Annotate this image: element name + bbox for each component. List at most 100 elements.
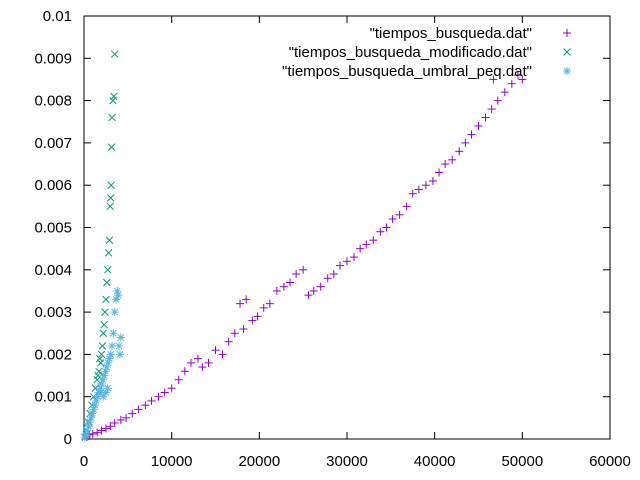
x-tick-label: 0 <box>80 453 88 470</box>
data-point <box>204 358 213 367</box>
data-point <box>154 392 163 401</box>
data-point <box>174 375 183 384</box>
data-point <box>108 113 116 122</box>
data-point <box>180 367 189 376</box>
y-tick-label: 0.007 <box>34 135 72 152</box>
data-point <box>316 282 325 291</box>
legend-entry-label: "tiempos_busqueda_umbral_peq.dat" <box>282 63 532 80</box>
data-point <box>489 75 498 84</box>
data-point <box>107 181 115 189</box>
y-tick-label: 0.009 <box>34 50 72 67</box>
data-point <box>481 113 490 122</box>
data-point <box>224 337 233 346</box>
data-point <box>97 350 106 359</box>
data-point <box>99 392 108 401</box>
data-point <box>487 105 496 114</box>
data-point <box>218 350 227 359</box>
data-point <box>299 265 308 274</box>
y-tick-label: 0 <box>64 431 72 448</box>
data-point <box>265 299 274 308</box>
data-point <box>279 282 288 291</box>
legend-marker <box>563 29 571 37</box>
data-point <box>362 240 371 249</box>
data-point <box>96 354 104 363</box>
data-point <box>441 160 450 169</box>
y-tick-label: 0.004 <box>34 262 72 279</box>
data-point <box>101 424 110 433</box>
data-point <box>87 413 96 422</box>
data-point <box>211 346 220 355</box>
data-point <box>147 396 156 405</box>
series-1-points <box>82 71 527 441</box>
data-point <box>106 350 115 359</box>
data-point <box>193 354 202 363</box>
data-point <box>106 202 115 211</box>
data-point <box>116 415 125 424</box>
data-point <box>286 278 295 287</box>
data-point <box>107 143 116 151</box>
data-point <box>323 274 332 283</box>
data-point <box>98 342 107 350</box>
x-tick-label: 50000 <box>501 453 543 470</box>
data-point <box>93 428 102 437</box>
x-axis: 0 10000 20000 30000 40000 50000 60000 <box>80 16 631 470</box>
data-point <box>103 384 112 393</box>
data-point <box>350 253 359 262</box>
data-point <box>304 291 313 300</box>
data-point <box>474 121 483 130</box>
data-point <box>248 316 257 325</box>
data-point <box>236 299 245 308</box>
y-tick-label: 0.005 <box>34 220 72 237</box>
data-point <box>198 363 207 372</box>
data-point <box>428 176 437 185</box>
x-tick-label: 30000 <box>326 453 368 470</box>
data-point <box>382 223 391 232</box>
data-point <box>329 270 338 279</box>
data-point <box>421 181 430 190</box>
legend-marker <box>563 48 571 56</box>
data-point <box>134 405 143 414</box>
series-3-points <box>80 286 125 442</box>
data-point <box>408 189 417 198</box>
data-point <box>109 329 118 338</box>
data-point <box>88 429 97 438</box>
data-point <box>99 329 108 338</box>
data-point <box>100 321 108 329</box>
data-point <box>105 236 114 244</box>
x-tick-label: 60000 <box>589 453 631 470</box>
data-point <box>414 185 423 194</box>
data-point <box>141 401 150 410</box>
data-point <box>83 426 92 435</box>
data-point <box>356 244 365 253</box>
data-point <box>102 295 110 304</box>
y-axis: 0 0.001 0.002 0.003 0.004 0.005 0.006 0.007 0.00… <box>34 8 610 448</box>
data-point <box>115 341 124 350</box>
data-point <box>402 202 411 211</box>
data-point <box>242 295 251 304</box>
data-point <box>448 155 457 164</box>
data-point <box>101 367 110 376</box>
data-point <box>108 341 117 350</box>
y-tick-label: 0.002 <box>34 346 72 363</box>
x-tick-label: 20000 <box>238 453 280 470</box>
data-point <box>160 388 169 397</box>
data-point <box>493 96 502 105</box>
data-point <box>167 384 176 393</box>
x-tick-label: 40000 <box>414 453 456 470</box>
y-tick-label: 0.003 <box>34 304 72 321</box>
data-point <box>376 227 385 236</box>
data-point <box>106 422 115 431</box>
data-point <box>111 295 120 304</box>
data-point <box>461 138 470 147</box>
data-point <box>101 308 109 316</box>
data-point <box>388 215 397 224</box>
data-point <box>395 210 404 219</box>
data-series <box>80 50 527 442</box>
data-point <box>110 418 119 427</box>
data-point <box>467 130 476 139</box>
data-point <box>122 413 131 422</box>
data-point <box>513 71 522 80</box>
y-tick-label: 0.01 <box>43 8 72 25</box>
y-tick-label: 0.001 <box>34 389 72 406</box>
